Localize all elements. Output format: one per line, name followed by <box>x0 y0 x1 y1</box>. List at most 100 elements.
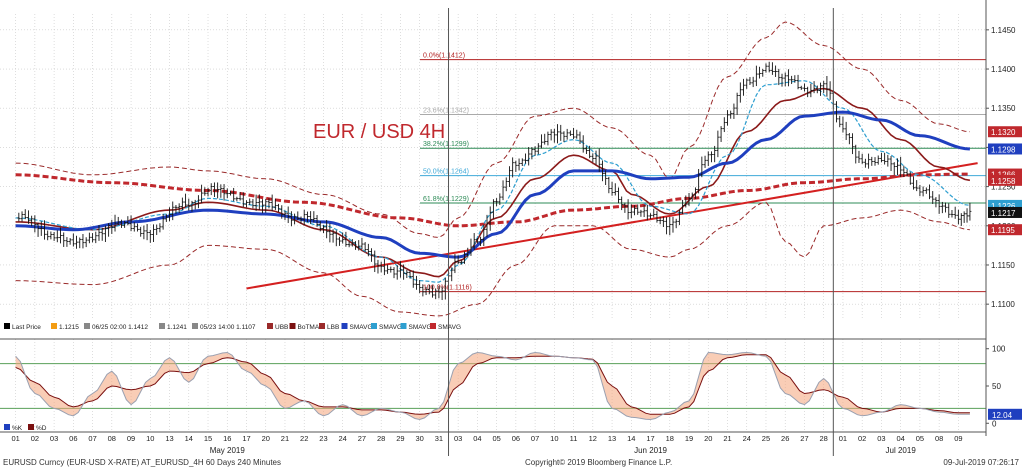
x-tick-label: 07 <box>88 434 96 443</box>
x-tick-label: 26 <box>781 434 789 443</box>
x-tick-label: 06 <box>69 434 77 443</box>
x-tick-label: 02 <box>858 434 866 443</box>
price-legend-swatch <box>4 323 10 329</box>
x-tick-label: 13 <box>608 434 616 443</box>
price-legend-swatch <box>430 323 436 329</box>
sma-red-series <box>15 172 970 228</box>
x-tick-label: 14 <box>185 434 193 443</box>
x-tick-label: 29 <box>396 434 404 443</box>
chart-background <box>0 0 1024 456</box>
x-tick-label: 05 <box>916 434 924 443</box>
chart-title: EUR / USD 4H <box>313 121 445 143</box>
price-axis-tick-label: 1.1150 <box>991 261 1015 270</box>
x-tick-label: 04 <box>896 434 904 443</box>
price-axis-tick-label: 1.1400 <box>991 65 1016 74</box>
price-legend-label: 05/23 14:00 1.1107 <box>200 324 256 331</box>
osc-legend-label: %K <box>12 425 23 432</box>
price-axis-tick-label: 1.1350 <box>991 104 1016 113</box>
price-axis-tick-label: 1.1100 <box>991 300 1015 309</box>
price-legend-label: SMAVG <box>379 324 402 331</box>
price-label-box <box>988 126 1022 138</box>
footer-copyright: Copyright© 2019 Bloomberg Finance L.P. <box>525 458 673 467</box>
price-legend-label: SMAVG <box>409 324 432 331</box>
price-legend-label: Last Price <box>12 324 41 331</box>
month-label: May 2019 <box>210 446 246 455</box>
x-tick-label: 24 <box>339 434 347 443</box>
price-label-box <box>988 206 1022 218</box>
osc-axis-tick-label: 0 <box>992 419 997 428</box>
price-label: 1.1195 <box>991 226 1015 235</box>
oscillator-layer: 0 50 100 12.04 %K %D <box>0 338 1022 432</box>
price-label: 1.1226 <box>991 202 1016 211</box>
x-tick-label: 08 <box>935 434 943 443</box>
sma-cyan-series <box>15 80 970 283</box>
support-trendline <box>246 162 978 290</box>
x-tick-label: 27 <box>358 434 366 443</box>
x-tick-label: 21 <box>723 434 731 443</box>
x-tick-label: 09 <box>954 434 962 443</box>
bollinger-middle-series <box>15 87 971 278</box>
lower-bollinger-band <box>15 201 970 317</box>
price-label-box <box>988 224 1022 236</box>
price-axis-tick-label: 1.1250 <box>991 183 1016 192</box>
x-tick-label: 07 <box>531 434 539 443</box>
x-tick-label: 03 <box>877 434 885 443</box>
osc-legend-swatch <box>28 424 34 430</box>
labels-layer: 1.13201.12981.12661.12581.12261.12171.11… <box>4 126 1022 331</box>
osc-axis-tick-label: 50 <box>992 382 1001 391</box>
x-tick-label: 22 <box>300 434 308 443</box>
x-tick-label: 04 <box>473 434 481 443</box>
price-bars <box>17 61 972 301</box>
x-tick-label: 16 <box>223 434 231 443</box>
x-tick-label: 19 <box>685 434 693 443</box>
month-label: Jul 2019 <box>886 446 917 455</box>
price-legend-label: 1.1241 <box>167 324 187 331</box>
x-tick-label: 15 <box>204 434 212 443</box>
x-tick-label: 28 <box>377 434 385 443</box>
x-tick-label: 23 <box>319 434 327 443</box>
x-tick-label: 21 <box>281 434 289 443</box>
x-tick-label: 14 <box>627 434 635 443</box>
price-legend-swatch <box>319 323 325 329</box>
price-legend-label: 1.1215 <box>59 324 79 331</box>
osc-legend-swatch <box>4 424 10 430</box>
axes-layer: 1.11001.11501.12001.12501.13001.13501.14… <box>0 0 1016 456</box>
footer-security: EURUSD Curncy (EUR-USD X-RATE) AT_EURUSD… <box>3 458 281 467</box>
price-label-box <box>988 143 1022 155</box>
osc-value-label: 12.04 <box>992 411 1013 420</box>
x-tick-label: 30 <box>415 434 423 443</box>
eurusd-chart: 0.0%(1.1412) 23.6%(1.1342) 38.2%(1.1299) 50… <box>0 0 1024 456</box>
x-tick-label: 13 <box>165 434 173 443</box>
price-legend-swatch <box>51 323 57 329</box>
price-legend-label: BoTMA <box>298 324 320 331</box>
price-legend-label: SMAVG <box>350 324 373 331</box>
osc-value-box <box>988 408 1022 420</box>
fib-level-label: 0.0%(1.1412) <box>423 53 465 60</box>
stoch-k-series <box>15 351 970 421</box>
x-tick-label: 09 <box>127 434 135 443</box>
price-legend-label: SMAVG <box>438 324 461 331</box>
price-legend-swatch <box>192 323 198 329</box>
month-label: Jun 2019 <box>634 446 667 455</box>
footer-bar: EURUSD Curncy (EUR-USD X-RATE) AT_EURUSD… <box>0 456 1024 470</box>
x-tick-label: 10 <box>550 434 558 443</box>
x-tick-label: 18 <box>666 434 674 443</box>
price-axis-tick-label: 1.1450 <box>991 26 1016 35</box>
stoch-fill <box>15 352 970 420</box>
x-tick-label: 11 <box>570 434 578 443</box>
x-tick-label: 06 <box>512 434 520 443</box>
price-legend-label: LBB <box>327 324 339 331</box>
price-label-box <box>988 174 1022 186</box>
price-label-box <box>988 199 1022 211</box>
x-tick-label: 17 <box>646 434 654 443</box>
price-legend-swatch <box>289 323 296 329</box>
x-tick-label: 12 <box>589 434 597 443</box>
price-legend-swatch <box>400 323 407 329</box>
price-label-box <box>988 168 1022 180</box>
fib-level-label: 38.2%(1.1299) <box>423 141 469 148</box>
price-legend-swatch <box>371 323 377 329</box>
series-layer <box>15 21 978 317</box>
price-label: 1.1258 <box>991 177 1016 186</box>
x-tick-label: 01 <box>839 434 847 443</box>
